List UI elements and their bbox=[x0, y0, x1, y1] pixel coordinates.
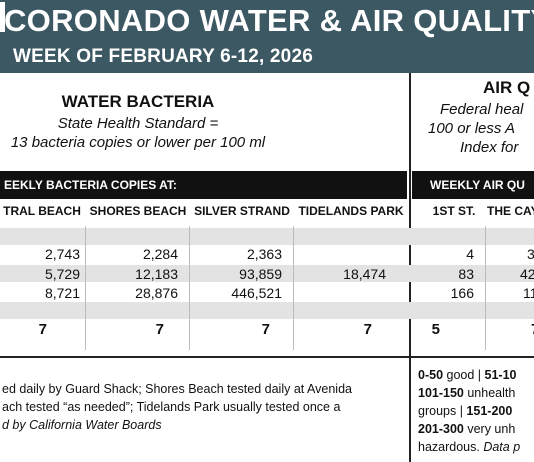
water-cell: 2,284 bbox=[142, 246, 178, 262]
water-cell: 12,183 bbox=[135, 266, 178, 282]
water-days-tested: 7 bbox=[261, 321, 270, 338]
aqi-legend-line5: hazardous. Data p bbox=[418, 440, 521, 454]
aqi-legend-line3: groups | 151-200 bbox=[418, 404, 513, 418]
aqi-legend-line4: 201-300 very unh bbox=[418, 422, 516, 436]
air-bar: WEEKLY AIR QU bbox=[412, 171, 534, 199]
col-head-silver-strand: SILVER STRAND bbox=[194, 204, 290, 218]
column-divider bbox=[85, 226, 86, 350]
air-standard-line2: 100 or less A bbox=[428, 120, 515, 137]
col-head-central-beach: TRAL BEACH bbox=[3, 204, 81, 218]
col-head-tidelands-park: TIDELANDS PARK bbox=[298, 204, 404, 218]
air-days-tested: 5 bbox=[431, 321, 440, 338]
air-cell: 42 bbox=[520, 266, 534, 282]
water-note-line2: ach tested “as needed”; Tidelands Park u… bbox=[2, 400, 341, 414]
water-cell: 2,363 bbox=[246, 246, 282, 262]
col-head-shores-beach: SHORES BEACH bbox=[89, 204, 187, 218]
bottom-rule bbox=[0, 356, 534, 358]
table-row-shade bbox=[0, 265, 534, 282]
banner-edge-mark bbox=[0, 2, 5, 32]
aqi-legend-line1: 0-50 good | 51-10 bbox=[418, 368, 517, 382]
water-days-tested: 7 bbox=[363, 321, 372, 338]
air-cell: 166 bbox=[450, 285, 474, 301]
table-row-shade bbox=[0, 302, 534, 319]
air-cell: 4 bbox=[466, 246, 474, 262]
water-days-tested: 7 bbox=[155, 321, 164, 338]
water-cell: 5,729 bbox=[44, 266, 80, 282]
water-bar: EEKLY BACTERIA COPIES AT: bbox=[0, 171, 407, 199]
air-cell: 83 bbox=[458, 266, 474, 282]
water-note-line3: d by California Water Boards bbox=[2, 418, 162, 432]
col-head-the-cay: THE CAY bbox=[487, 204, 534, 218]
header-banner: CORONADO WATER & AIR QUALITY R WEEK OF F… bbox=[0, 0, 534, 73]
water-note-line1: ed daily by Guard Shack; Shores Beach te… bbox=[2, 382, 352, 396]
banner-title: CORONADO WATER & AIR QUALITY R bbox=[4, 3, 534, 38]
col-head-1st-st: 1ST ST. bbox=[432, 204, 476, 218]
water-cell: 28,876 bbox=[135, 285, 178, 301]
air-cell: 3 bbox=[527, 246, 534, 262]
column-divider bbox=[189, 226, 190, 350]
water-cell: 18,474 bbox=[343, 266, 386, 282]
water-cell: 2,743 bbox=[44, 246, 80, 262]
banner-subtitle: WEEK OF FEBRUARY 6-12, 2026 bbox=[13, 46, 313, 67]
column-divider bbox=[485, 226, 486, 350]
aqi-legend-line2: 101-150 unhealth bbox=[418, 386, 516, 400]
water-heading: WATER BACTERIA bbox=[61, 92, 215, 111]
water-standard-line2: 13 bacteria copies or lower per 100 ml bbox=[10, 134, 266, 151]
water-cell: 446,521 bbox=[231, 285, 282, 301]
air-cell: 11 bbox=[523, 285, 534, 301]
air-days-tested: 7 bbox=[487, 321, 534, 338]
table-row-blank bbox=[0, 228, 534, 245]
water-cell: 93,859 bbox=[239, 266, 282, 282]
air-heading: AIR Q bbox=[483, 78, 531, 97]
water-cell: 8,721 bbox=[44, 285, 80, 301]
water-days-tested: 7 bbox=[38, 321, 47, 338]
column-divider bbox=[293, 226, 294, 350]
air-standard-line1: Federal heal bbox=[440, 101, 524, 118]
air-standard-line3: Index for bbox=[460, 139, 519, 156]
water-standard-line1: State Health Standard = bbox=[57, 115, 219, 132]
